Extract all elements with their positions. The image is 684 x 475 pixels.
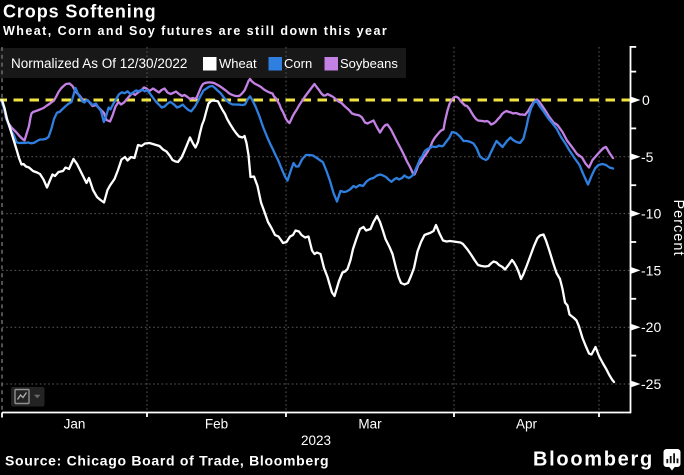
svg-text:Apr: Apr [516, 417, 538, 432]
svg-text:Crops Softening: Crops Softening [3, 2, 157, 22]
svg-text:Jan: Jan [64, 417, 86, 432]
svg-text:Bloomberg: Bloomberg [533, 449, 654, 471]
svg-text:-25: -25 [641, 376, 661, 392]
svg-text:-10: -10 [641, 206, 661, 222]
svg-text:Mar: Mar [358, 417, 382, 432]
svg-text:-20: -20 [641, 319, 661, 335]
svg-text:Percent: Percent [670, 200, 684, 257]
svg-text:-15: -15 [641, 262, 661, 278]
svg-text:-5: -5 [641, 149, 654, 165]
svg-text:Normalized As Of 12/30/2022: Normalized As Of 12/30/2022 [11, 56, 187, 71]
svg-text:Soybeans: Soybeans [340, 56, 398, 71]
svg-text:0: 0 [642, 92, 650, 108]
svg-text:2023: 2023 [301, 433, 331, 448]
svg-text:Feb: Feb [205, 417, 228, 432]
svg-text:Source: Chicago Board of Trade: Source: Chicago Board of Trade, Bloomber… [5, 453, 329, 469]
svg-text:Corn: Corn [284, 56, 312, 71]
svg-text:Wheat, Corn and Soy futures ar: Wheat, Corn and Soy futures are still do… [3, 24, 388, 38]
svg-text:Wheat: Wheat [219, 56, 257, 71]
